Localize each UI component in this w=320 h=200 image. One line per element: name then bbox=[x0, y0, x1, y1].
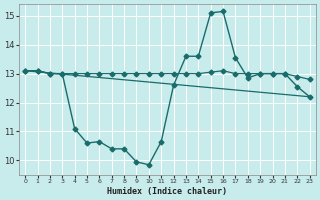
X-axis label: Humidex (Indice chaleur): Humidex (Indice chaleur) bbox=[108, 187, 228, 196]
